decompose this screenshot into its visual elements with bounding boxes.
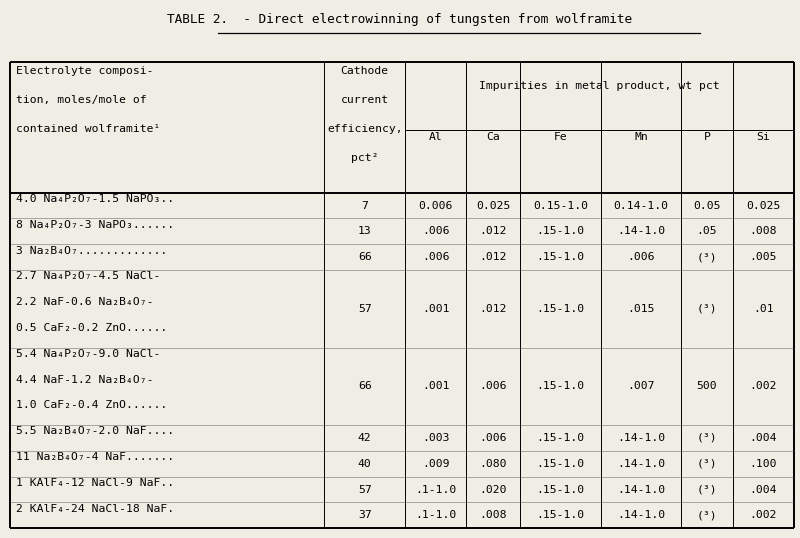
Text: .14-1.0: .14-1.0	[617, 459, 665, 469]
Text: .05: .05	[697, 226, 718, 236]
Text: 37: 37	[358, 511, 371, 520]
Text: 7: 7	[362, 201, 368, 210]
Text: Impurities in metal product, wt pct: Impurities in metal product, wt pct	[479, 81, 720, 91]
Text: .14-1.0: .14-1.0	[617, 433, 665, 443]
Text: 5.5 Na₂B₄O₇-2.0 NaF....: 5.5 Na₂B₄O₇-2.0 NaF....	[16, 426, 174, 436]
Text: 4.0 Na₄P₂O₇-1.5 NaPO₃..: 4.0 Na₄P₂O₇-1.5 NaPO₃..	[16, 194, 174, 204]
Text: .006: .006	[479, 433, 507, 443]
Text: .004: .004	[750, 485, 777, 494]
Text: .012: .012	[479, 304, 507, 314]
Text: .15-1.0: .15-1.0	[537, 459, 585, 469]
Text: Electrolyte composi-: Electrolyte composi-	[16, 66, 154, 76]
Text: 0.05: 0.05	[694, 201, 721, 210]
Text: .15-1.0: .15-1.0	[537, 304, 585, 314]
Text: .002: .002	[750, 511, 777, 520]
Text: (³): (³)	[697, 511, 718, 520]
Text: TABLE 2.  - Direct electrowinning of tungsten from wolframite: TABLE 2. - Direct electrowinning of tung…	[167, 13, 633, 26]
Text: .14-1.0: .14-1.0	[617, 226, 665, 236]
Text: .006: .006	[422, 252, 450, 262]
Text: .001: .001	[422, 381, 450, 391]
Text: 500: 500	[697, 381, 718, 391]
Text: .100: .100	[750, 459, 777, 469]
Text: 2 KAlF₄-24 NaCl-18 NaF.: 2 KAlF₄-24 NaCl-18 NaF.	[16, 504, 174, 514]
Text: .01: .01	[753, 304, 774, 314]
Text: .15-1.0: .15-1.0	[537, 485, 585, 494]
Text: .15-1.0: .15-1.0	[537, 433, 585, 443]
Text: contained wolframite¹: contained wolframite¹	[16, 124, 160, 134]
Text: .015: .015	[627, 304, 655, 314]
Text: .15-1.0: .15-1.0	[537, 252, 585, 262]
Text: .15-1.0: .15-1.0	[537, 511, 585, 520]
Text: .1-1.0: .1-1.0	[415, 511, 456, 520]
Text: Mn: Mn	[634, 132, 648, 142]
Text: .009: .009	[422, 459, 450, 469]
Text: 0.025: 0.025	[746, 201, 780, 210]
Text: .080: .080	[479, 459, 507, 469]
Text: 40: 40	[358, 459, 371, 469]
Text: 0.14-1.0: 0.14-1.0	[614, 201, 669, 210]
Text: 42: 42	[358, 433, 371, 443]
Text: efficiency,: efficiency,	[327, 124, 402, 134]
Text: (³): (³)	[697, 252, 718, 262]
Text: 0.15-1.0: 0.15-1.0	[533, 201, 588, 210]
Text: .002: .002	[750, 381, 777, 391]
Text: .006: .006	[422, 226, 450, 236]
Text: 66: 66	[358, 381, 371, 391]
Text: .14-1.0: .14-1.0	[617, 511, 665, 520]
Text: 3 Na₂B₄O₇.............: 3 Na₂B₄O₇.............	[16, 245, 167, 256]
Text: tion, moles/mole of: tion, moles/mole of	[16, 95, 146, 105]
Text: .15-1.0: .15-1.0	[537, 381, 585, 391]
Text: (³): (³)	[697, 459, 718, 469]
Text: 1 KAlF₄-12 NaCl-9 NaF..: 1 KAlF₄-12 NaCl-9 NaF..	[16, 478, 174, 488]
Text: .007: .007	[627, 381, 655, 391]
Text: 57: 57	[358, 304, 371, 314]
Text: .006: .006	[479, 381, 507, 391]
Text: Si: Si	[756, 132, 770, 142]
Text: 0.006: 0.006	[418, 201, 453, 210]
Text: .006: .006	[627, 252, 655, 262]
Text: 2.7 Na₄P₂O₇-4.5 NaCl-: 2.7 Na₄P₂O₇-4.5 NaCl-	[16, 271, 160, 281]
Text: P: P	[703, 132, 710, 142]
Text: .020: .020	[479, 485, 507, 494]
Text: Cathode: Cathode	[341, 66, 389, 76]
Text: .008: .008	[479, 511, 507, 520]
Text: 5.4 Na₄P₂O₇-9.0 NaCl-: 5.4 Na₄P₂O₇-9.0 NaCl-	[16, 349, 160, 359]
Text: 0.5 CaF₂-0.2 ZnO......: 0.5 CaF₂-0.2 ZnO......	[16, 323, 167, 333]
Text: pct²: pct²	[351, 153, 378, 164]
Text: current: current	[341, 95, 389, 105]
Text: Fe: Fe	[554, 132, 567, 142]
Text: 8 Na₄P₂O₇-3 NaPO₃......: 8 Na₄P₂O₇-3 NaPO₃......	[16, 220, 174, 230]
Text: .008: .008	[750, 226, 777, 236]
Text: (³): (³)	[697, 433, 718, 443]
Text: 1.0 CaF₂-0.4 ZnO......: 1.0 CaF₂-0.4 ZnO......	[16, 400, 167, 410]
Text: (³): (³)	[697, 485, 718, 494]
Text: .012: .012	[479, 252, 507, 262]
Text: Ca: Ca	[486, 132, 500, 142]
Text: 57: 57	[358, 485, 371, 494]
Text: 4.4 NaF-1.2 Na₂B₄O₇-: 4.4 NaF-1.2 Na₂B₄O₇-	[16, 374, 154, 385]
Text: .1-1.0: .1-1.0	[415, 485, 456, 494]
Text: 13: 13	[358, 226, 371, 236]
Text: .001: .001	[422, 304, 450, 314]
Text: .15-1.0: .15-1.0	[537, 226, 585, 236]
Text: 0.025: 0.025	[476, 201, 510, 210]
Text: 2.2 NaF-0.6 Na₂B₄O₇-: 2.2 NaF-0.6 Na₂B₄O₇-	[16, 297, 154, 307]
Text: .003: .003	[422, 433, 450, 443]
Text: 11 Na₂B₄O₇-4 NaF.......: 11 Na₂B₄O₇-4 NaF.......	[16, 452, 174, 462]
Text: Al: Al	[429, 132, 442, 142]
Text: (³): (³)	[697, 304, 718, 314]
Text: 66: 66	[358, 252, 371, 262]
Text: .14-1.0: .14-1.0	[617, 485, 665, 494]
Text: .004: .004	[750, 433, 777, 443]
Text: .012: .012	[479, 226, 507, 236]
Text: .005: .005	[750, 252, 777, 262]
